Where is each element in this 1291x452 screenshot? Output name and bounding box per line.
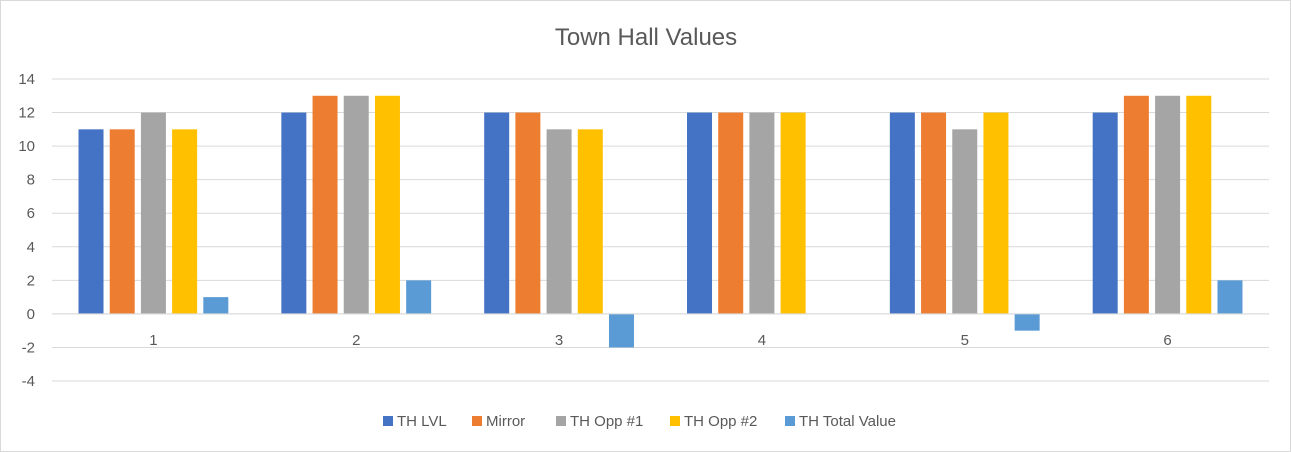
y-tick-label: 6 bbox=[27, 205, 35, 222]
bar bbox=[1092, 112, 1118, 314]
bar bbox=[577, 129, 603, 314]
bar bbox=[78, 129, 104, 314]
bar bbox=[515, 112, 541, 314]
y-axis-ticks: 14 12 10 8 6 4 2 0 -2 -4 bbox=[18, 71, 35, 390]
y-tick-label: -4 bbox=[22, 373, 35, 390]
bar bbox=[1217, 280, 1243, 314]
bar bbox=[749, 112, 775, 314]
y-tick-label: 14 bbox=[18, 71, 35, 88]
legend-swatch bbox=[556, 416, 566, 426]
bar bbox=[109, 129, 135, 314]
y-tick-label: 8 bbox=[27, 172, 35, 189]
bar bbox=[687, 112, 713, 314]
bar bbox=[1014, 313, 1040, 331]
x-tick-label: 3 bbox=[555, 332, 563, 349]
y-tick-label: 12 bbox=[18, 105, 35, 122]
bar bbox=[281, 112, 307, 314]
legend-swatch bbox=[472, 416, 482, 426]
bar bbox=[780, 112, 806, 314]
bar bbox=[608, 313, 634, 348]
legend-label: Mirror bbox=[486, 413, 525, 430]
x-tick-label: 6 bbox=[1163, 332, 1171, 349]
bar bbox=[983, 112, 1009, 314]
bar bbox=[374, 95, 400, 314]
bar bbox=[889, 112, 915, 314]
bar bbox=[952, 129, 978, 314]
x-tick-label: 1 bbox=[149, 332, 157, 349]
y-tick-label: -2 bbox=[22, 339, 35, 356]
bar bbox=[546, 129, 572, 314]
bar bbox=[1155, 95, 1181, 314]
legend-swatch bbox=[785, 416, 795, 426]
legend-label: TH Opp #1 bbox=[570, 413, 643, 430]
bar bbox=[406, 280, 432, 314]
legend-label: TH Total Value bbox=[799, 413, 896, 430]
bar bbox=[921, 112, 947, 314]
gridlines bbox=[52, 78, 1269, 382]
y-tick-label: 0 bbox=[27, 306, 35, 323]
bar bbox=[1186, 95, 1212, 314]
y-tick-label: 2 bbox=[27, 272, 35, 289]
y-tick-label: 10 bbox=[18, 138, 35, 155]
legend-swatch bbox=[670, 416, 680, 426]
bar bbox=[718, 112, 744, 314]
chart-title: Town Hall Values bbox=[555, 24, 737, 51]
legend-swatch bbox=[383, 416, 393, 426]
bars bbox=[78, 95, 1243, 348]
bar bbox=[312, 95, 338, 314]
x-tick-label: 5 bbox=[961, 332, 969, 349]
legend-label: TH LVL bbox=[397, 413, 447, 430]
bar bbox=[140, 112, 166, 314]
legend: TH LVL Mirror TH Opp #1 TH Opp #2 TH Total V… bbox=[383, 413, 896, 430]
x-axis-ticks: 1 2 3 4 5 6 bbox=[149, 332, 1172, 349]
y-tick-label: 4 bbox=[27, 239, 35, 256]
bar bbox=[172, 129, 198, 314]
x-tick-label: 2 bbox=[352, 332, 360, 349]
bar bbox=[343, 95, 369, 314]
bar bbox=[203, 297, 229, 314]
bar bbox=[484, 112, 510, 314]
x-tick-label: 4 bbox=[758, 332, 766, 349]
legend-label: TH Opp #2 bbox=[684, 413, 757, 430]
bar bbox=[1123, 95, 1149, 314]
